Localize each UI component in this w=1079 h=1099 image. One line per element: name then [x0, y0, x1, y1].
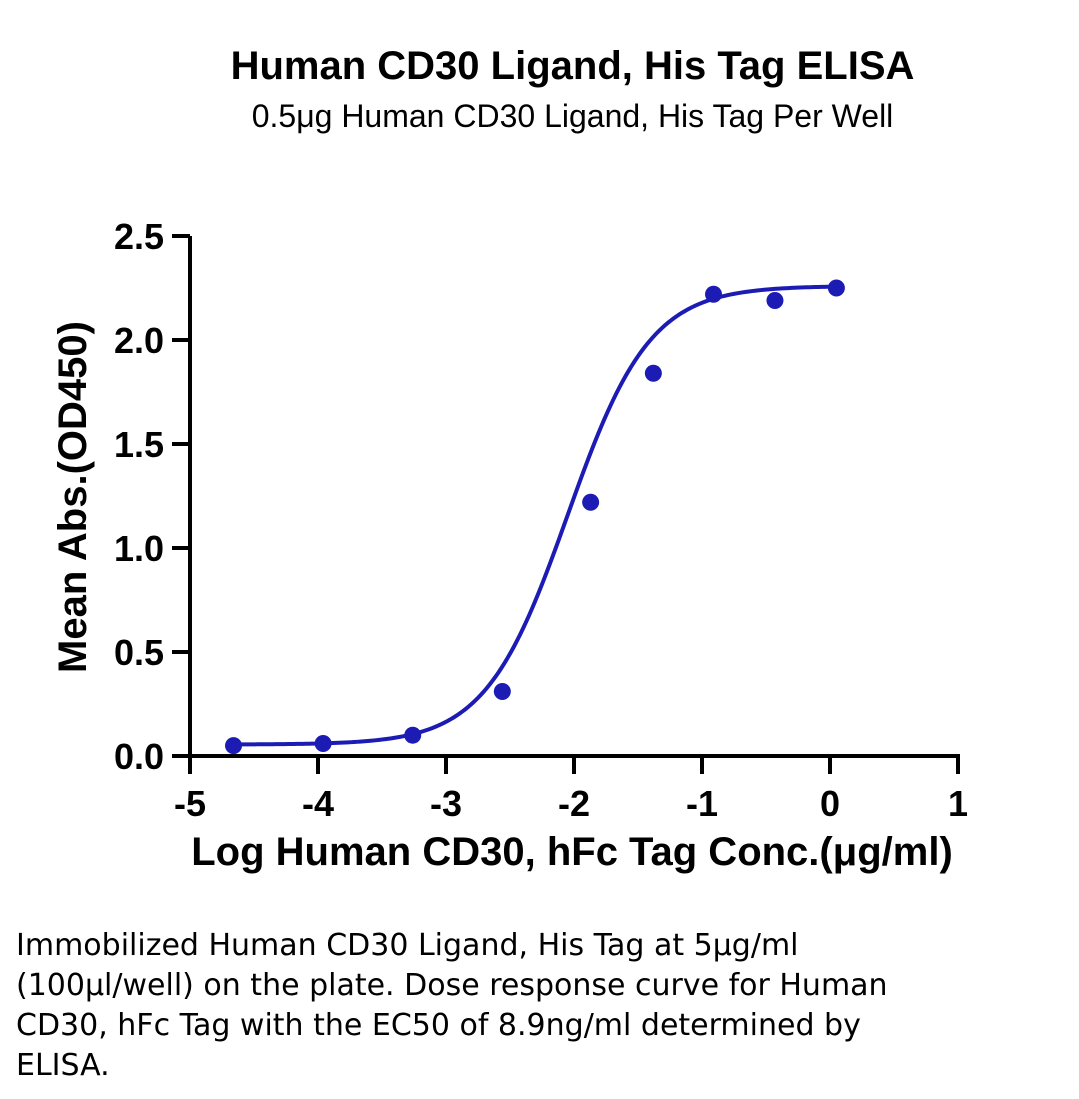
tick-labels: 0.0 0.5 1.0 1.5 2.0 2.5 -5 -4 -3 -2 -1 0 1	[114, 216, 968, 824]
chart-subtitle: 0.5μg Human CD30 Ligand, His Tag Per Wel…	[251, 98, 894, 134]
elisa-chart: 0.0 0.5 1.0 1.5 2.0 2.5 -5 -4 -3 -2 -1 0 1 Log Human…	[51, 216, 968, 874]
chart-title: Human CD30 Ligand, His Tag ELISA	[230, 44, 915, 88]
y-tick-label: 0.0	[114, 736, 164, 777]
y-tick-label: 0.5	[114, 632, 164, 673]
data-point	[827, 279, 845, 297]
x-tick-label: -1	[686, 783, 718, 824]
x-tick-label: 1	[948, 783, 968, 824]
y-axis-label: Mean Abs.(OD450)	[51, 321, 95, 673]
data-point	[404, 726, 422, 744]
y-tick-label: 1.0	[114, 528, 164, 569]
data-point	[644, 364, 662, 382]
x-tick-label: -3	[430, 783, 462, 824]
fit-curve	[233, 284, 837, 747]
x-tick-label: 0	[820, 783, 840, 824]
y-tick-label: 2.0	[114, 320, 164, 361]
axes	[172, 234, 960, 774]
data-point	[493, 683, 511, 701]
x-tick-label: -5	[174, 783, 206, 824]
x-axis-label: Log Human CD30, hFc Tag Conc.(μg/ml)	[191, 830, 953, 874]
data-point	[705, 285, 723, 303]
x-tick-label: -4	[302, 783, 334, 824]
y-tick-label: 2.5	[114, 216, 164, 257]
data-point	[225, 737, 243, 755]
data-point	[582, 493, 600, 511]
figure-caption: Immobilized Human CD30 Ligand, His Tag a…	[16, 928, 888, 1083]
y-tick-label: 1.5	[114, 424, 164, 465]
data-point	[766, 291, 784, 309]
x-tick-label: -2	[558, 783, 590, 824]
data-point	[314, 735, 332, 753]
data-points	[225, 279, 845, 755]
